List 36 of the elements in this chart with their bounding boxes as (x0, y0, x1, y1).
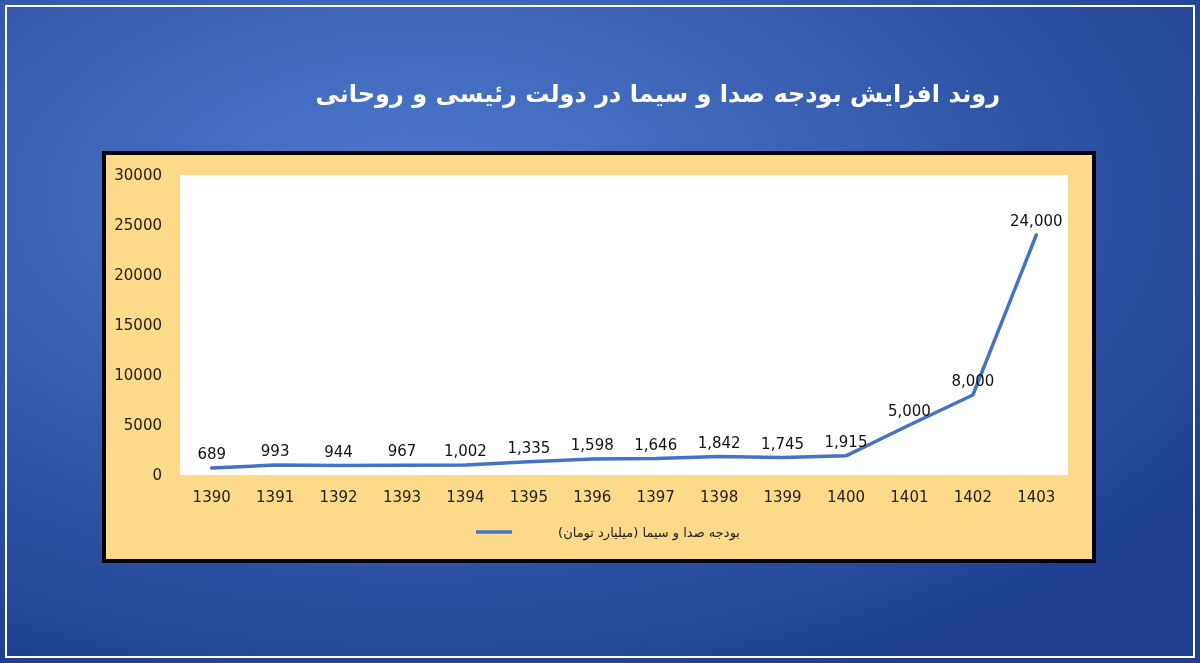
y-tick-label: 30000 (114, 166, 162, 184)
x-tick-label: 1395 (509, 488, 548, 506)
data-label: 1,598 (570, 436, 614, 455)
data-label: 1,646 (634, 435, 678, 454)
y-tick-label: 10000 (114, 366, 162, 384)
text: بودجه صدا و سیما (میلیارد تومان) (558, 525, 740, 541)
data-label: 1,745 (761, 434, 805, 453)
data-label: 1,335 (507, 438, 551, 457)
x-tick-label: 1401 (890, 488, 929, 506)
y-tick-label: 0 (152, 466, 162, 484)
data-label: 1,915 (824, 432, 868, 451)
x-tick-label: 1390 (192, 488, 231, 506)
data-label: 24,000 (1010, 212, 1063, 230)
data-label: 993 (260, 442, 290, 461)
data-label: 944 (324, 442, 353, 461)
x-tick-label: 1400 (826, 488, 866, 506)
x-tick-label: 1397 (636, 488, 675, 506)
y-tick-label: 25000 (114, 216, 162, 234)
y-tick-label: 20000 (114, 266, 162, 284)
data-label: 1,002 (443, 441, 487, 460)
x-tick-label: 1393 (382, 488, 422, 506)
x-tick-label: 1396 (573, 488, 612, 506)
x-tick-label: 1394 (446, 488, 485, 506)
data-label: 689 (197, 445, 227, 464)
data-label: 5,000 (887, 402, 931, 420)
x-tick-label: 1402 (953, 488, 992, 506)
data-label: 967 (387, 442, 417, 461)
x-tick-label: 1392 (319, 488, 358, 506)
y-tick-label: 15000 (114, 316, 162, 334)
y-tick-label: 5000 (123, 416, 162, 434)
chart-title: روند افزایش بودجه صدا و سیما در دولت رئیسی و روحانی (315, 80, 1000, 108)
x-tick-label: 1403 (1017, 488, 1056, 506)
x-tick-label: 1398 (700, 488, 739, 506)
x-tick-label: 1399 (763, 488, 802, 506)
x-tick-label: 1391 (256, 488, 295, 506)
data-label: 1,842 (697, 433, 741, 452)
